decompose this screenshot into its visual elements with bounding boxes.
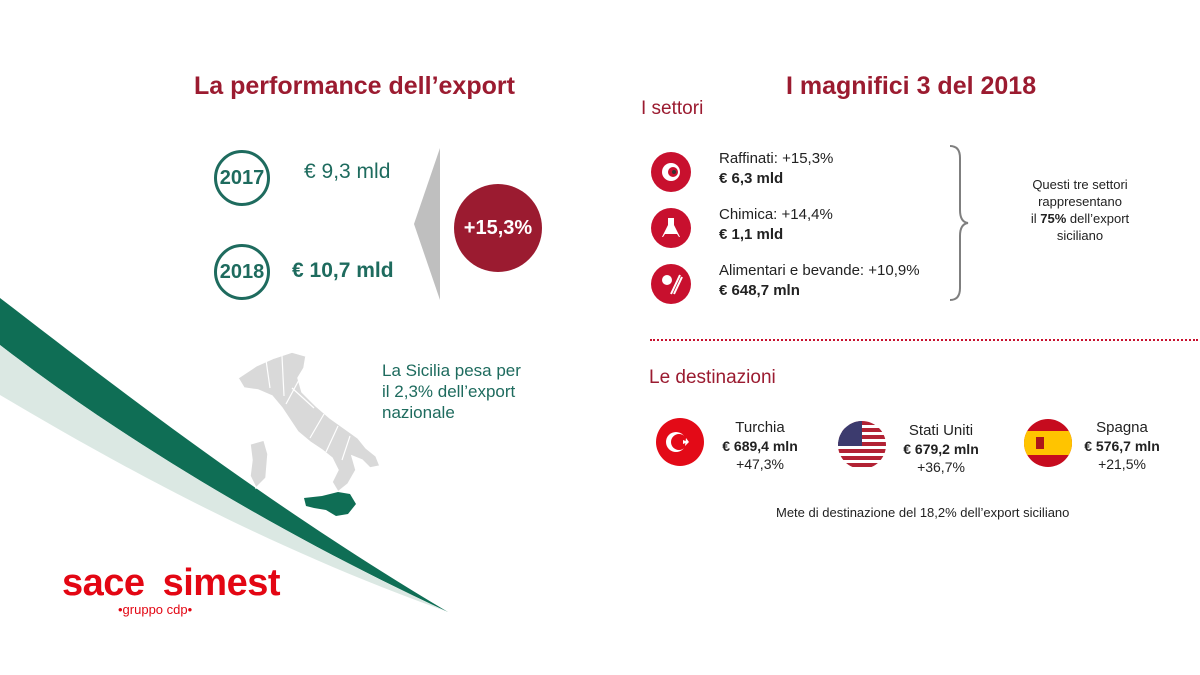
note-share-bold: 75% <box>1040 211 1067 226</box>
growth-arrow-shape <box>414 148 440 300</box>
sace-simest-logo: sace simest •gruppo cdp• <box>62 562 281 617</box>
logo-word-sace: sace <box>62 562 145 604</box>
growth-badge: +15,3% <box>454 184 542 272</box>
sector-value: € 1,1 mld <box>719 226 784 243</box>
magnificent-3-title: I magnifici 3 del 2018 <box>786 72 1037 100</box>
growth-value: +15,3% <box>463 216 533 239</box>
usa-flag-icon <box>838 421 886 469</box>
sector-value: € 648,7 mln <box>719 282 800 299</box>
logo-tagline: •gruppo cdp• <box>118 602 193 617</box>
destination-growth: +47,3% <box>736 456 784 472</box>
destination-name: Spagna <box>1096 419 1148 436</box>
refinery-icon <box>651 152 691 192</box>
sectors-heading: I settori <box>641 98 704 119</box>
destination-usa: Stati Uniti € 679,2 mln +36,7% <box>893 422 989 476</box>
destination-value: € 689,4 mln <box>722 438 798 454</box>
sectors-brace <box>949 145 969 301</box>
sectors-note: Questi tre settori rappresentano il 75% … <box>1010 176 1150 244</box>
destination-value: € 576,7 mln <box>1084 438 1160 454</box>
note-line-3-post: dell’export <box>1066 211 1130 226</box>
food-icon <box>651 264 691 304</box>
destination-name: Turchia <box>735 419 785 436</box>
export-2017-value: € 9,3 mld <box>304 160 391 183</box>
destination-growth: +36,7% <box>917 459 965 475</box>
destinations-heading: Le destinazioni <box>649 367 776 388</box>
destination-turkey: Turchia € 689,4 mln +47,3% <box>712 419 808 473</box>
note-line-4: siciliano <box>1056 228 1104 243</box>
destination-spain: Spagna € 576,7 mln +21,5% <box>1074 419 1170 473</box>
spain-flag-icon <box>1024 419 1072 467</box>
destinations-footnote: Mete di destinazione del 18,2% dell’expo… <box>776 505 1070 520</box>
flask-icon <box>651 208 691 248</box>
sicily-line-1: La Sicilia pesa per <box>382 361 521 380</box>
note-line-1: Questi tre settori <box>1032 177 1128 192</box>
note-line-3: il 75% dell’export <box>1010 210 1150 227</box>
sector-item-1: Raffinati: +15,3% € 6,3 mld <box>719 149 833 189</box>
sector-item-3: Alimentari e bevande: +10,9% € 648,7 mln <box>719 261 920 301</box>
year-2017-circle: 2017 <box>214 150 270 206</box>
sicily-share-text: La Sicilia pesa per il 2,3% dell’export … <box>382 360 521 423</box>
turkey-flag-icon <box>656 418 704 466</box>
italy-map <box>236 351 382 516</box>
section-divider <box>650 339 1198 341</box>
destination-growth: +21,5% <box>1098 456 1146 472</box>
year-2018-circle: 2018 <box>214 244 270 300</box>
logo-word-simest: simest <box>162 562 281 604</box>
sector-value: € 6,3 mld <box>719 170 784 187</box>
sector-label: Chimica: +14,4% <box>719 206 833 223</box>
export-performance-title: La performance dell’export <box>194 72 515 100</box>
note-line-2: rappresentano <box>1038 194 1122 209</box>
sicily-line-3: nazionale <box>382 403 455 422</box>
note-line-3-pre: il <box>1030 211 1041 226</box>
sector-label: Raffinati: +15,3% <box>719 150 834 167</box>
destination-name: Stati Uniti <box>908 422 974 439</box>
destination-value: € 679,2 mln <box>903 441 979 457</box>
sector-item-2: Chimica: +14,4% € 1,1 mld <box>719 205 833 245</box>
sector-label: Alimentari e bevande: +10,9% <box>719 262 920 279</box>
sicily-line-2: il 2,3% dell’export <box>382 382 516 401</box>
export-2018-value: € 10,7 mld <box>292 259 394 282</box>
